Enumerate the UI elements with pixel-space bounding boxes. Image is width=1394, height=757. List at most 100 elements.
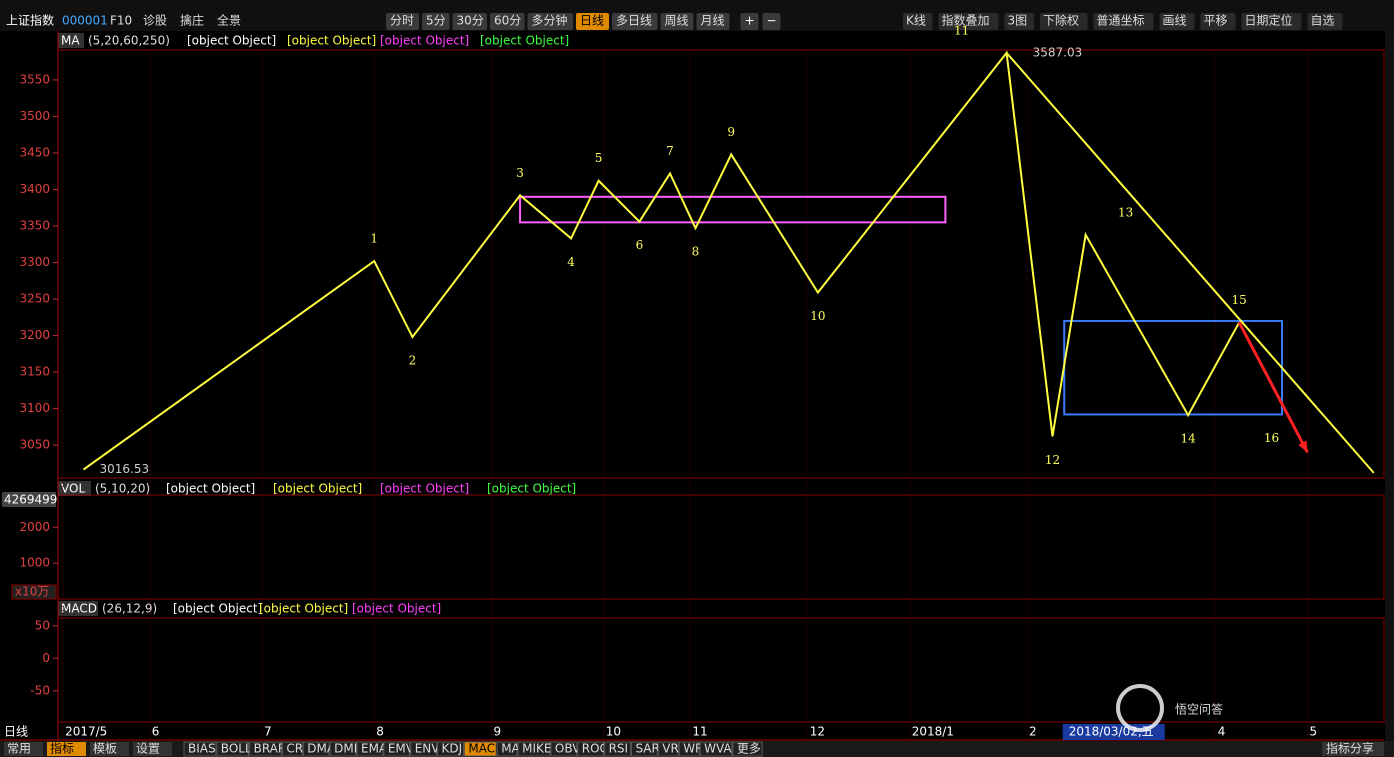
toolbar-button[interactable]: 全景 [217,13,241,28]
tab[interactable]: 设置 [136,742,160,756]
period-button[interactable]: 5分 [426,14,446,28]
period-button-bg[interactable] [660,13,694,30]
toolbar-button-bg[interactable] [1241,13,1302,30]
tab[interactable]: 更多 [737,742,761,756]
tab[interactable]: BIAS [188,742,216,756]
tab[interactable]: ROC [582,742,608,756]
tab-bg[interactable] [437,741,464,757]
tab-bg[interactable] [550,741,578,757]
period-button-bg[interactable] [452,13,488,30]
period-button-bg[interactable] [612,13,658,30]
toolbar-button[interactable]: 普通坐标 [1097,14,1145,28]
tab-bg[interactable] [47,742,86,756]
tab[interactable]: 常用 [7,742,31,756]
tab-bg[interactable] [410,741,438,757]
tab-bg[interactable] [281,741,303,757]
toolbar-button[interactable]: 擒庄 [180,13,204,28]
tab[interactable]: CR [286,742,303,756]
tab-bg[interactable] [302,741,330,757]
zoom-button[interactable]: − [766,14,776,28]
tab-bg[interactable] [463,741,497,757]
tab[interactable]: DMA [307,742,336,756]
tab-bg[interactable] [4,742,43,756]
period-button[interactable]: 60分 [494,14,521,28]
tab-bg[interactable] [630,741,658,757]
indicator-name[interactable]: MACD [61,602,97,616]
tab-bg[interactable] [678,741,700,757]
tab-bg[interactable] [517,741,551,757]
indicator-name[interactable]: VOL [61,482,85,496]
tab[interactable]: DMI [334,742,357,756]
tab-bg[interactable] [577,741,605,757]
toolbar-button[interactable]: 自选 [1311,14,1335,28]
tab[interactable]: 模板 [93,742,117,756]
toolbar-button[interactable]: 平移 [1204,14,1228,28]
tab-bg[interactable] [732,741,763,757]
tab[interactable]: RSI [609,742,629,756]
tab[interactable]: MIKE [522,742,551,756]
toolbar-button[interactable]: 3图 [1008,14,1028,28]
toolbar-button-bg[interactable] [1040,13,1088,30]
toolbar-button[interactable]: 画线 [1163,14,1187,28]
tab[interactable]: OBV [555,742,581,756]
indicator-name-bg[interactable] [58,601,98,616]
period-button[interactable]: 多分钟 [532,13,568,28]
tab-bg[interactable] [356,741,384,757]
tab-bg[interactable] [383,741,411,757]
toolbar-button-bg[interactable] [1093,13,1154,30]
period-button-bg[interactable] [386,13,419,30]
tab[interactable]: SAR [635,742,659,756]
period-button-bg[interactable] [490,13,525,30]
tab-bg[interactable] [699,741,733,757]
tab[interactable]: WVAD [704,742,741,756]
toolbar-button-bg[interactable] [938,13,999,30]
tab-bg[interactable] [604,741,631,757]
tab[interactable]: VR [662,742,679,756]
tab[interactable]: MACD [468,742,504,756]
tab-bg[interactable] [496,741,518,757]
toolbar-button-bg[interactable] [1159,13,1195,30]
tab[interactable]: WR [683,742,703,756]
tab[interactable]: EMA [361,742,388,756]
toolbar-button[interactable]: 下除权 [1043,13,1079,28]
toolbar-button[interactable]: 诊股 [143,14,167,28]
tab[interactable]: BRAR [254,742,287,756]
tab-bg[interactable] [657,741,679,757]
tab-bg[interactable] [90,742,129,756]
tab-bg[interactable] [249,741,282,757]
period-button[interactable]: 30分 [457,14,484,28]
zoom-bg[interactable] [762,13,781,30]
indicator-name[interactable]: MA [61,34,80,48]
toolbar-button[interactable]: K线 [906,14,926,28]
period-button-bg[interactable] [576,13,609,30]
toolbar-button[interactable]: 指数叠加 [942,13,990,28]
tab[interactable]: ENV [415,742,441,756]
zoom-bg[interactable] [740,13,759,30]
period-button-bg[interactable] [422,13,450,30]
tab[interactable]: 指标 [50,741,74,756]
period-button[interactable]: 分时 [390,14,414,28]
period-button[interactable]: 月线 [701,14,725,28]
tab-bg[interactable] [1322,742,1384,756]
toolbar-button[interactable]: 日期定位 [1245,13,1293,28]
period-button-bg[interactable] [527,13,574,30]
period-button[interactable]: 周线 [665,14,689,28]
tab[interactable]: 指标分享 [1326,741,1374,756]
toolbar-button-bg[interactable] [1307,13,1343,30]
indicator-name-bg[interactable] [58,481,91,496]
tab[interactable]: BOLL [221,742,252,756]
tab-bg[interactable] [133,742,172,756]
toolbar-button-bg[interactable] [1004,13,1035,30]
toolbar-button-bg[interactable] [903,13,933,30]
period-button-bg[interactable] [696,13,730,30]
period-button[interactable]: 多日线 [616,14,652,28]
tab[interactable]: MA [501,742,520,756]
tab-bg[interactable] [329,741,357,757]
toolbar-button-bg[interactable] [1200,13,1236,30]
zoom-button[interactable]: + [744,14,754,28]
indicator-name-bg[interactable] [58,33,84,48]
toolbar-button[interactable]: F10 [110,14,132,28]
tab-bg[interactable] [216,741,250,757]
tab[interactable]: KDJ [442,742,463,756]
period-button[interactable]: 日线 [580,14,604,28]
